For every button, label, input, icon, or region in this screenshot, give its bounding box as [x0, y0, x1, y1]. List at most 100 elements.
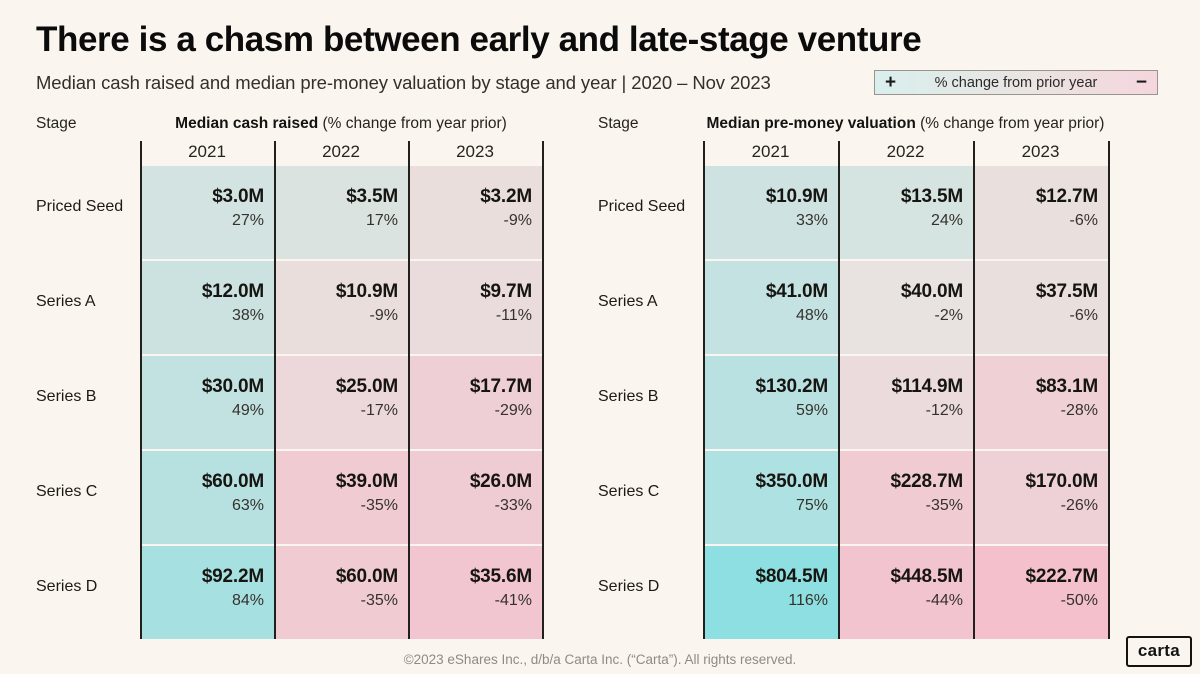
cell-value: $41.0M: [765, 281, 828, 303]
value-cell: $26.0M -33%: [408, 451, 542, 545]
column-divider: [1108, 141, 1110, 640]
cell-pct-change: 63%: [231, 497, 264, 515]
year-header-spacer: [598, 141, 703, 142]
table-row: Series A $12.0M 38% $10.9M -9% $9.7M -11%: [36, 261, 542, 355]
year-column-header: 2021: [188, 142, 226, 162]
column-divider: [973, 141, 975, 640]
year-header-row: 2021 2022 2023: [598, 141, 1108, 166]
value-cell: $9.7M -11%: [408, 261, 542, 355]
year-column-header: 2022: [886, 142, 925, 162]
cell-value: $39.0M: [335, 471, 398, 493]
stage-column-header: Stage: [598, 115, 639, 133]
table-row: Series A $41.0M 48% $40.0M -2% $37.5M -6%: [598, 261, 1108, 355]
cell-pct-change: 75%: [795, 497, 828, 515]
cell-value: $10.9M: [335, 281, 398, 303]
value-cell: $13.5M 24%: [838, 166, 973, 260]
cell-value: $350.0M: [755, 471, 828, 493]
column-divider: [703, 141, 705, 640]
cell-pct-change: -50%: [1060, 592, 1098, 610]
value-cell: $12.0M 38%: [140, 261, 274, 355]
table-row: Priced Seed $10.9M 33% $13.5M 24% $12.7M -6%: [598, 166, 1108, 260]
cell-value: $83.1M: [1035, 376, 1098, 398]
cell-value: $12.7M: [1035, 186, 1098, 208]
cell-pct-change: -11%: [495, 307, 532, 325]
value-cell: $30.0M 49%: [140, 356, 274, 450]
table-title-note: (% change from year prior): [920, 115, 1105, 133]
value-cell: $228.7M -35%: [838, 451, 973, 545]
table-row: Series D $92.2M 84% $60.0M -35% $35.6M -41%: [36, 546, 542, 640]
cell-value: $12.0M: [201, 281, 264, 303]
cell-pct-change: 27%: [231, 212, 264, 230]
cell-value: $114.9M: [891, 376, 964, 398]
value-cell: $10.9M 33%: [703, 166, 838, 260]
value-cell: $12.7M -6%: [973, 166, 1108, 260]
carta-logo: carta: [1125, 636, 1192, 667]
stage-label: Series B: [36, 388, 97, 406]
cell-pct-change: 38%: [231, 307, 264, 325]
table-row: Series B $30.0M 49% $25.0M -17% $17.7M -29%: [36, 356, 542, 450]
cell-pct-change: -6%: [1069, 307, 1098, 325]
table-row: Series C $60.0M 63% $39.0M -35% $26.0M -33%: [36, 451, 542, 545]
cell-pct-change: -17%: [360, 402, 398, 420]
value-cell: $37.5M -6%: [973, 261, 1108, 355]
minus-icon: −: [1135, 72, 1147, 94]
table-row: Series D $804.5M 116% $448.5M -44% $222.7M -50…: [598, 546, 1108, 640]
value-cell: $170.0M -26%: [973, 451, 1108, 545]
cell-pct-change: -44%: [925, 592, 963, 610]
cell-pct-change: 49%: [231, 402, 264, 420]
column-divider: [408, 141, 410, 640]
year-column-header: 2021: [751, 142, 790, 162]
pct-change-legend: + % change from prior year −: [874, 70, 1158, 96]
value-cell: $83.1M -28%: [973, 356, 1108, 450]
cell-value: $30.0M: [201, 376, 264, 398]
table-body: Priced Seed $10.9M 33% $13.5M 24% $12.7M -6% Se…: [598, 166, 1108, 640]
value-cell: $3.2M -9%: [408, 166, 542, 260]
cell-value: $10.9M: [765, 186, 828, 208]
stage-label: Series C: [36, 483, 98, 501]
column-divider: [274, 141, 276, 640]
table-header: Stage Median cash raised (% change from …: [36, 115, 542, 141]
cell-pct-change: 24%: [930, 212, 963, 230]
table-header: Stage Median pre-money valuation (% chan…: [598, 115, 1108, 141]
cell-pct-change: -26%: [1060, 497, 1098, 515]
cell-value: $448.5M: [890, 566, 963, 588]
table-row: Series C $350.0M 75% $228.7M -35% $170.0M -26%: [598, 451, 1108, 545]
cell-value: $35.6M: [469, 566, 532, 588]
value-cell: $130.2M 59%: [703, 356, 838, 450]
cell-pct-change: -35%: [925, 497, 963, 515]
value-cell: $60.0M -35%: [274, 546, 408, 640]
median-cash-raised-table: Stage Median cash raised (% change from …: [36, 115, 544, 640]
subtitle: Median cash raised and median pre-money …: [36, 71, 771, 93]
year-column-header: 2023: [1021, 142, 1060, 162]
cell-value: $228.7M: [890, 471, 963, 493]
year-column-header: 2022: [322, 142, 360, 162]
stage-label: Priced Seed: [598, 198, 686, 216]
table-title-note: (% change from year prior): [322, 115, 507, 133]
tables-container: Stage Median cash raised (% change from …: [36, 115, 1200, 640]
cell-pct-change: -28%: [1060, 402, 1098, 420]
cell-pct-change: -29%: [494, 402, 532, 420]
cell-pct-change: -35%: [360, 592, 398, 610]
stage-label: Series C: [598, 483, 660, 501]
cell-value: $60.0M: [201, 471, 264, 493]
cell-pct-change: -9%: [503, 212, 532, 230]
cell-pct-change: -12%: [925, 402, 963, 420]
year-header-row: 2021 2022 2023: [36, 141, 542, 166]
table-row: Series B $130.2M 59% $114.9M -12% $83.1M -28%: [598, 356, 1108, 450]
plus-icon: +: [885, 72, 897, 94]
value-cell: $10.9M -9%: [274, 261, 408, 355]
cell-value: $170.0M: [1025, 471, 1098, 493]
value-cell: $17.7M -29%: [408, 356, 542, 450]
cell-value: $13.5M: [900, 186, 963, 208]
value-cell: $350.0M 75%: [703, 451, 838, 545]
stage-label: Series D: [598, 578, 660, 596]
cell-pct-change: 17%: [365, 212, 398, 230]
median-valuation-table: Stage Median pre-money valuation (% chan…: [598, 115, 1110, 640]
value-cell: $39.0M -35%: [274, 451, 408, 545]
value-cell: $25.0M -17%: [274, 356, 408, 450]
column-divider: [542, 141, 544, 640]
stage-label: Series A: [598, 293, 658, 311]
cell-pct-change: 84%: [231, 592, 264, 610]
table-title-main: Median cash raised: [175, 115, 319, 133]
